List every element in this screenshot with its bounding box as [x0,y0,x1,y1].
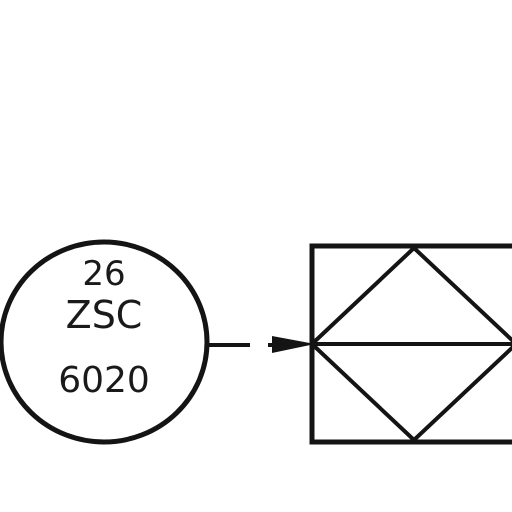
bubble-function-code: ZSC [66,293,143,337]
square-diamond-symbol [309,243,512,445]
signal-line [207,336,315,353]
signal-arrowhead [272,336,315,353]
symbol-diamond-upper [310,245,512,346]
symbol-diamond-lower [310,342,512,443]
bubble-loop-number: 6020 [58,360,150,401]
bubble-tag-number: 26 [82,254,125,294]
bubble-circle [0,239,210,445]
instrument-bubble: 26 ZSC 6020 [0,239,210,445]
